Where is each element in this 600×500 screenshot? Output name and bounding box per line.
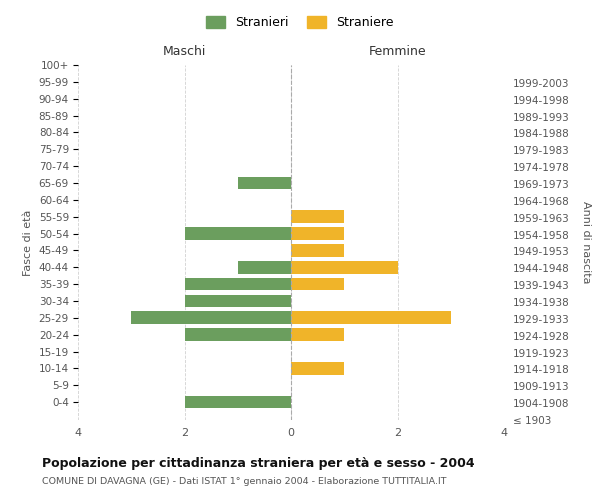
Bar — [238, 176, 291, 190]
Bar — [291, 278, 344, 290]
Y-axis label: Anni di nascita: Anni di nascita — [581, 201, 591, 284]
Bar — [185, 278, 291, 290]
Bar — [185, 294, 291, 308]
Bar — [185, 328, 291, 341]
Bar — [185, 396, 291, 408]
Bar — [238, 261, 291, 274]
Text: Femmine: Femmine — [368, 45, 427, 58]
Legend: Stranieri, Straniere: Stranieri, Straniere — [202, 11, 398, 34]
Bar — [185, 227, 291, 240]
Y-axis label: Fasce di età: Fasce di età — [23, 210, 33, 276]
Bar — [291, 244, 344, 256]
Bar — [291, 261, 398, 274]
Bar — [291, 328, 344, 341]
Text: Maschi: Maschi — [163, 45, 206, 58]
Text: Popolazione per cittadinanza straniera per età e sesso - 2004: Popolazione per cittadinanza straniera p… — [42, 458, 475, 470]
Bar — [291, 312, 451, 324]
Bar — [131, 312, 291, 324]
Bar — [291, 362, 344, 374]
Text: COMUNE DI DAVAGNA (GE) - Dati ISTAT 1° gennaio 2004 - Elaborazione TUTTITALIA.IT: COMUNE DI DAVAGNA (GE) - Dati ISTAT 1° g… — [42, 478, 446, 486]
Bar — [291, 210, 344, 223]
Bar — [291, 227, 344, 240]
